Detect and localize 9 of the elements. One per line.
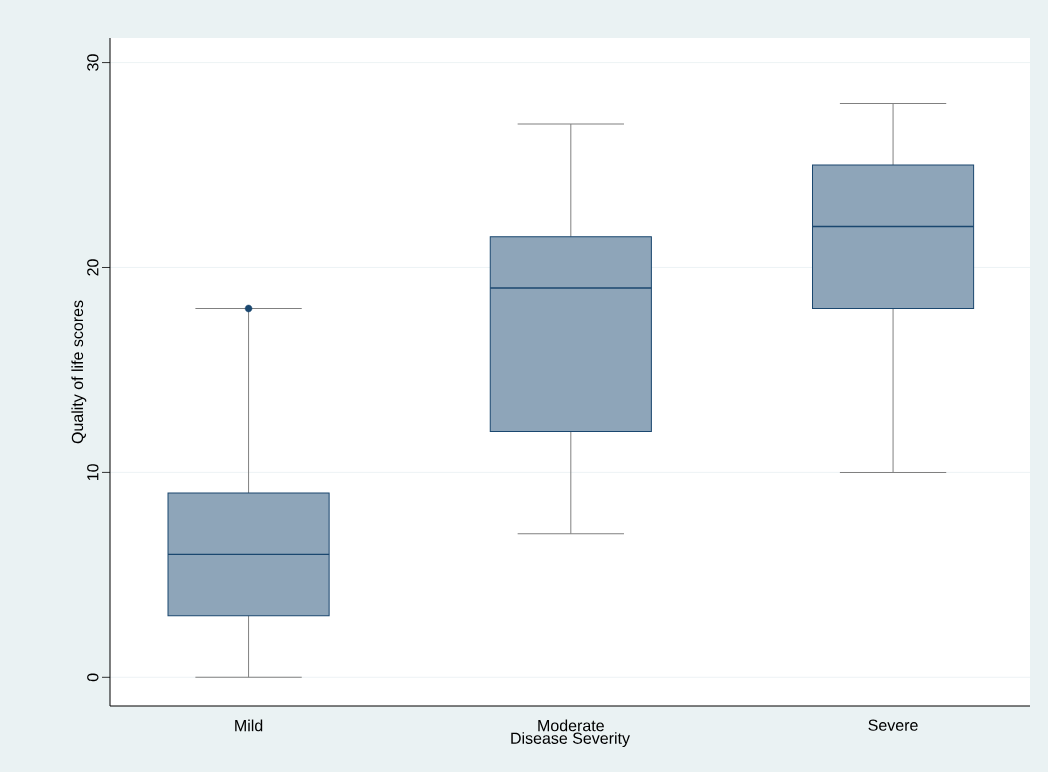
y-axis-title: Quality of life scores [71, 300, 87, 444]
y-tick-label: 20 [87, 259, 99, 276]
x-tick-label: Severe [868, 719, 918, 731]
x-tick-label: Moderate [538, 719, 604, 732]
x-tick-label: Mild [235, 719, 263, 732]
y-tick-label: 30 [87, 54, 99, 71]
y-tick-label: 10 [87, 464, 99, 481]
y-tick-label: 0 [87, 673, 99, 682]
x-axis-title: Disease Severity [511, 732, 630, 748]
